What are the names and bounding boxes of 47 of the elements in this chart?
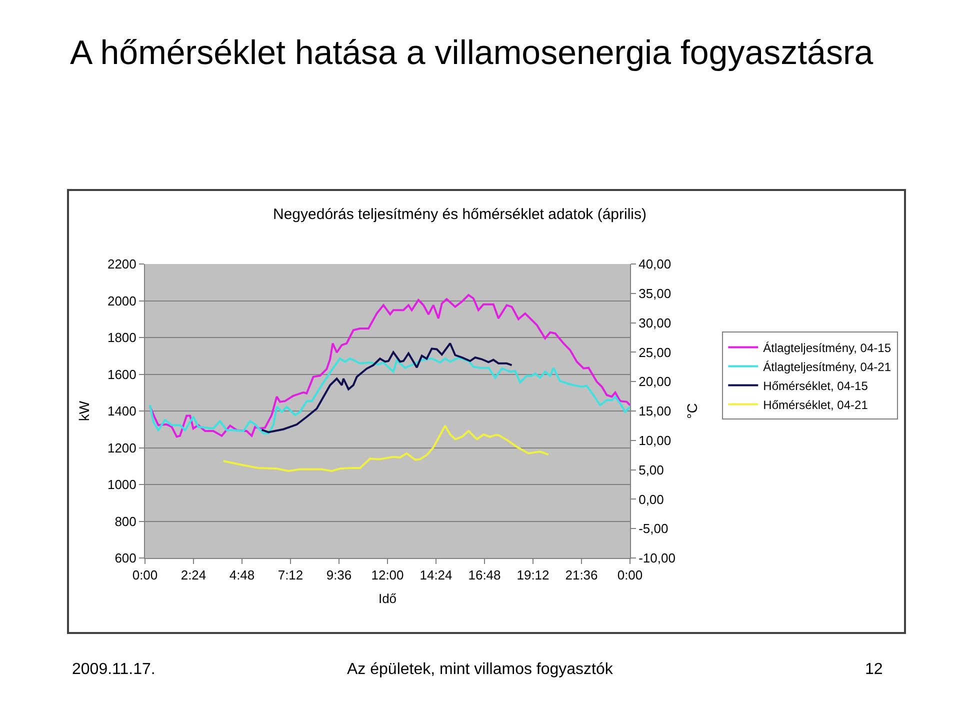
chart-title: A hőmérséklet hatása a villamosenergia fogyasztásra [70,34,874,72]
legend-label: Hőmérséklet, 04-21 [763,398,868,412]
y-tick-label: 1800 [107,330,136,346]
text: 2009.11.17. [72,661,156,678]
y-tick-label: 800 [114,514,136,529]
x-tick-label: 16:48 [468,568,501,583]
line-series [222,424,550,472]
x-axis-title: Idő [378,591,397,606]
y-tick-label: 2200 [107,256,136,272]
y2-tick-label: 35,00 [638,286,672,301]
x-tick-label: 2:24 [180,568,206,583]
chart-subtitle: Negyedórás teljesítmény és hőmérséklet adatok (április) [273,206,647,223]
line-series [149,294,630,438]
line-series [149,356,630,434]
x-tick-label: 9:36 [326,568,352,583]
x-tick-label: 12:00 [371,568,404,583]
y2-tick-label: -5,00 [638,521,668,536]
legend-label: Átlagteljesítmény, 04-15 [763,340,892,355]
x-tick-label: 0:00 [617,568,643,583]
y2-tick-label: 30,00 [638,315,672,330]
y-tick-label: 1000 [107,477,136,492]
y2-axis-title: °C [684,403,700,419]
text: 12 [865,661,883,678]
y2-tick-label: -10,00 [638,550,676,566]
x-tick-label: 7:12 [278,568,304,583]
y-tick-label: 1200 [107,440,136,456]
y2-tick-label: 15,00 [638,404,672,419]
y2-tick-label: 0,00 [638,492,664,507]
y-tick-label: 2000 [107,293,136,308]
x-tick-label: 21:36 [565,568,598,583]
text: Az épületek, mint villamos fogyasztók [347,661,614,678]
y-tick-label: 600 [114,550,136,566]
legend-label: Átlagteljesítmény, 04-21 [763,360,892,374]
x-tick-label: 4:48 [229,568,255,583]
line-series [260,342,513,434]
y2-tick-label: 20,00 [638,374,672,390]
y2-tick-label: 40,00 [638,256,672,272]
y2-tick-label: 25,00 [638,344,672,360]
y2-tick-label: 5,00 [638,462,664,478]
x-tick-label: 0:00 [132,568,158,583]
y-tick-label: 1400 [107,404,136,419]
x-tick-label: 19:12 [516,568,550,583]
legend-label: Hőmérséklet, 04-15 [763,378,868,393]
y2-tick-label: 10,00 [638,432,672,448]
x-tick-label: 14:24 [420,568,452,583]
y-tick-label: 1600 [107,366,136,382]
y-axis-title: kW [76,400,92,422]
